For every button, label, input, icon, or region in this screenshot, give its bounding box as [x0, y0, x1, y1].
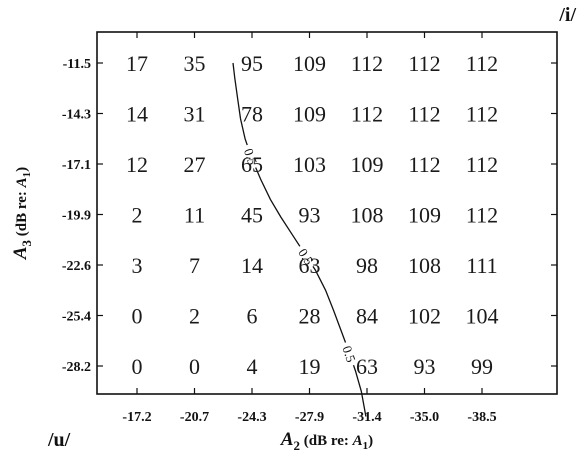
x-tick-label: -20.7 — [180, 410, 209, 425]
cell-value: 63 — [299, 253, 321, 278]
axis-label-part: ) — [368, 433, 373, 449]
contour-label-bg — [293, 241, 320, 271]
cell-value: 112 — [408, 152, 440, 177]
y-tick-label: -17.1 — [62, 158, 91, 173]
cell-value: 7 — [189, 253, 200, 278]
y-axis-label: A3 (dB re: A1) — [10, 167, 34, 260]
axis-label-part: 3 — [19, 239, 34, 246]
cell-value: 108 — [408, 253, 441, 278]
cell-value: 17 — [126, 51, 148, 76]
axis-label-part: ) — [14, 167, 30, 172]
axis-label-part: A — [280, 429, 294, 450]
y-tick-label: -28.2 — [62, 360, 91, 375]
axis-label-part: 2 — [294, 438, 301, 453]
x-tick-label: -27.9 — [295, 410, 324, 425]
corner-label-top-right: /i/ — [558, 4, 576, 26]
cell-value: 112 — [466, 102, 498, 127]
y-tick-label: -14.3 — [62, 108, 91, 123]
cell-value: 99 — [471, 354, 493, 379]
cell-value: 2 — [189, 304, 200, 329]
cell-value: 111 — [466, 253, 497, 278]
y-tick-label: -22.6 — [62, 259, 91, 274]
cell-value: 93 — [299, 203, 321, 228]
cell-value: 19 — [299, 354, 321, 379]
cell-value: 27 — [184, 152, 206, 177]
cell-value: 112 — [408, 102, 440, 127]
cell-value: 93 — [414, 354, 436, 379]
cell-value: 112 — [466, 152, 498, 177]
x-tick-label: -38.5 — [467, 410, 496, 425]
contour-level-label: 0.5 — [339, 344, 358, 364]
cell-value: 45 — [241, 203, 263, 228]
y-tick-label: -11.5 — [63, 57, 91, 72]
axis-label-part: 1 — [21, 172, 33, 178]
cell-value: 31 — [184, 102, 206, 127]
x-tick-label: -17.2 — [122, 410, 151, 425]
cell-value: 95 — [241, 51, 263, 76]
cell-value: 98 — [356, 253, 378, 278]
axis-label-part: (dB re: — [14, 187, 30, 240]
cell-value: 2 — [132, 203, 143, 228]
cell-value: 0 — [132, 304, 143, 329]
axis-label-part: (dB re: — [300, 433, 353, 449]
cell-value: 28 — [299, 304, 321, 329]
cell-value: 0 — [189, 354, 200, 379]
cell-value: 109 — [293, 51, 326, 76]
cell-value: 112 — [466, 51, 498, 76]
cell-value: 4 — [247, 354, 258, 379]
cell-value: 112 — [408, 51, 440, 76]
cell-value: 112 — [351, 51, 383, 76]
cell-value: 84 — [356, 304, 378, 329]
cell-value: 112 — [466, 203, 498, 228]
cell-value: 12 — [126, 152, 148, 177]
cell-value: 112 — [351, 102, 383, 127]
cell-value: 11 — [184, 203, 205, 228]
axis-label-part: A — [10, 246, 31, 260]
x-tick-label: -24.3 — [237, 410, 266, 425]
axis-label-part: A — [352, 433, 363, 449]
contour-level-label: 0.5 — [295, 246, 316, 268]
cell-value: 102 — [408, 304, 441, 329]
corner-label-bottom-left: /u/ — [47, 429, 71, 451]
cell-value: 109 — [351, 152, 384, 177]
cell-value: 104 — [466, 304, 499, 329]
contour-label-bg — [338, 339, 362, 368]
x-tick-label: -35.0 — [410, 410, 439, 425]
cell-value: 109 — [293, 102, 326, 127]
y-tick-label: -19.9 — [62, 209, 91, 224]
cell-value: 103 — [293, 152, 326, 177]
cell-value: 65 — [241, 152, 263, 177]
cell-value: 35 — [184, 51, 206, 76]
cell-value: 109 — [408, 203, 441, 228]
contour-level-label: 0.5 — [241, 146, 260, 166]
cell-value: 3 — [132, 253, 143, 278]
axis-label-part: 1 — [363, 440, 369, 452]
x-tick-label: -31.4 — [352, 410, 381, 425]
y-tick-label: -25.4 — [62, 310, 91, 325]
cell-value: 0 — [132, 354, 143, 379]
cell-value: 108 — [351, 203, 384, 228]
cell-value: 14 — [241, 253, 263, 278]
axis-label-part: A — [14, 177, 30, 188]
cell-value: 63 — [356, 354, 378, 379]
contour-label-bg — [239, 142, 263, 171]
cell-value: 78 — [241, 102, 263, 127]
plot-frame — [96, 31, 558, 395]
cell-value: 14 — [126, 102, 148, 127]
x-axis-label: A2 (dB re: A1) — [280, 429, 373, 453]
cell-value: 6 — [247, 304, 258, 329]
